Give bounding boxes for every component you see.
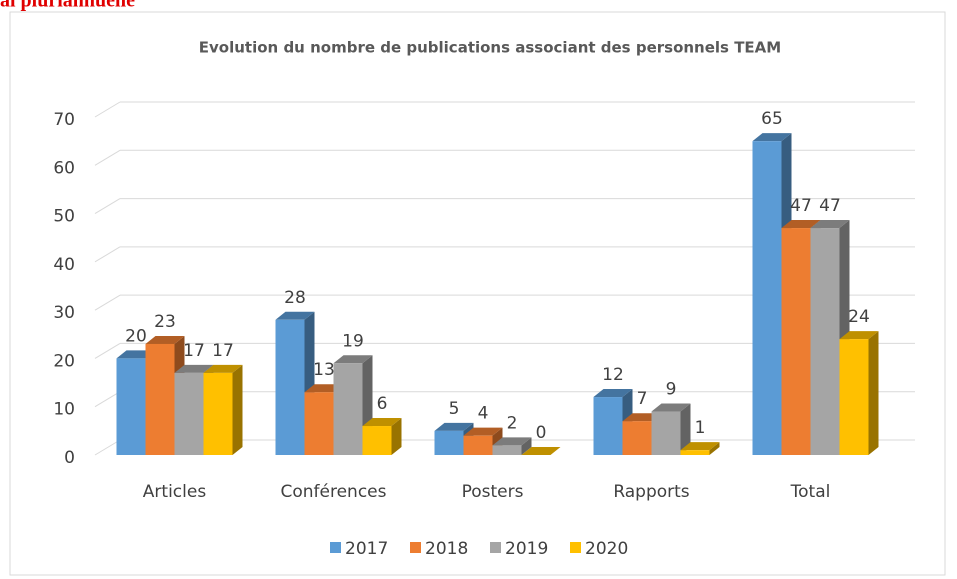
y-tick-label: 50 (53, 207, 75, 227)
bar-side (391, 418, 402, 455)
y-tick-label: 30 (53, 303, 75, 323)
bar-top (781, 220, 821, 229)
bar-top (492, 437, 532, 446)
grid-line-side (94, 198, 121, 215)
bar-top (521, 447, 561, 455)
data-label: 47 (819, 196, 841, 216)
bar (752, 141, 782, 455)
bar (810, 228, 840, 455)
data-label: 20 (125, 326, 147, 346)
bar (839, 339, 869, 455)
grid-line-side (94, 149, 121, 166)
legend-label: 2019 (505, 539, 548, 559)
x-tick-label: Total (790, 482, 831, 502)
legend-label: 2018 (425, 539, 468, 559)
bar (174, 372, 204, 455)
bar (593, 397, 623, 455)
x-tick-label: Articles (143, 482, 207, 502)
heading: al pluriannuelle (0, 0, 135, 12)
grid-line-side (94, 294, 121, 311)
bar (622, 421, 652, 455)
data-label: 1 (695, 418, 706, 438)
bar-top (275, 311, 315, 320)
bar-side (709, 442, 720, 455)
bar-top (752, 133, 792, 142)
legend-swatch (490, 542, 501, 553)
bar-top (203, 364, 243, 373)
bar (492, 445, 522, 455)
bar-top (680, 442, 720, 451)
bar (362, 426, 392, 455)
chart-title: Evolution du nombre de publications asso… (199, 39, 781, 57)
y-tick-label: 20 (53, 351, 75, 371)
data-label: 17 (212, 341, 234, 361)
bar (463, 435, 493, 455)
legend-label: 2020 (585, 539, 628, 559)
legend-swatch (410, 542, 421, 553)
grid-line-side (94, 391, 121, 408)
data-label: 6 (377, 394, 388, 414)
legend-swatch (330, 542, 341, 553)
bar-top (593, 389, 633, 398)
x-tick-label: Posters (462, 482, 524, 502)
data-label: 47 (790, 196, 812, 216)
legend-swatch (570, 542, 581, 553)
data-label: 7 (637, 389, 648, 409)
bar-top (174, 364, 214, 373)
bar-top (463, 427, 503, 436)
data-label: 9 (666, 380, 677, 400)
bar (203, 372, 233, 455)
bar-side (680, 403, 691, 455)
bar-top (145, 335, 185, 344)
grid-line-side (94, 439, 121, 456)
y-tick-label: 70 (53, 110, 75, 130)
bar-top (434, 422, 474, 431)
data-label: 4 (478, 404, 489, 424)
data-label: 5 (449, 399, 460, 419)
data-label: 2 (507, 413, 518, 433)
bar (116, 358, 146, 455)
data-label: 28 (284, 288, 306, 308)
bar (781, 228, 811, 455)
grid-line-side (94, 101, 121, 118)
bar (333, 363, 363, 455)
data-label: 23 (154, 312, 176, 332)
bar-side (232, 364, 243, 455)
data-label: 0 (536, 423, 547, 443)
bar (145, 343, 175, 455)
bar-top (651, 403, 691, 412)
x-tick-label: Conférences (280, 482, 386, 502)
data-label: 12 (602, 365, 624, 385)
legend-label: 2017 (345, 539, 388, 559)
grid-line-side (94, 342, 121, 359)
x-tick-label: Rapports (613, 482, 689, 502)
data-label: 24 (848, 307, 870, 327)
bar-top (839, 331, 879, 340)
bar-top (333, 355, 373, 364)
bar-side (868, 331, 879, 455)
bar (680, 450, 710, 455)
bar (434, 430, 464, 455)
y-tick-label: 60 (53, 158, 75, 178)
data-label: 19 (342, 331, 364, 351)
bar-side (521, 437, 532, 455)
y-tick-label: 0 (64, 448, 75, 468)
bar (651, 411, 681, 455)
bar (275, 319, 305, 455)
data-label: 13 (313, 360, 335, 380)
grid-line-side (94, 246, 121, 263)
bar (304, 392, 334, 455)
y-tick-label: 40 (53, 255, 75, 275)
data-label: 17 (183, 341, 205, 361)
bar-top (810, 220, 850, 229)
data-label: 65 (761, 109, 783, 129)
bar-top (362, 418, 402, 427)
y-tick-label: 10 (53, 400, 75, 420)
